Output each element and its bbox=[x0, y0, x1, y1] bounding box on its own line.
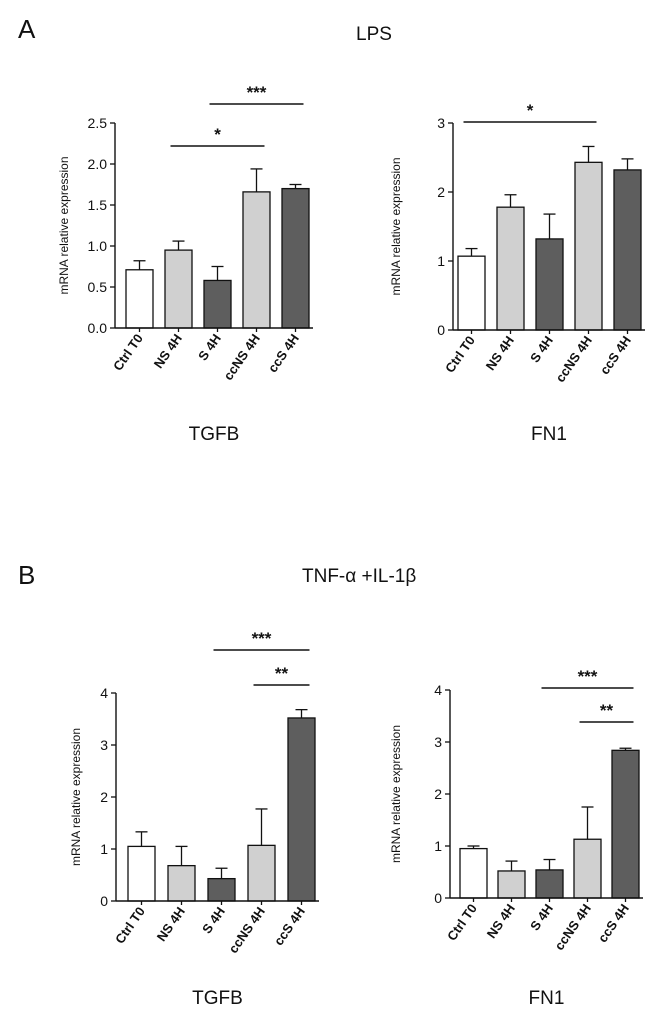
chart-title: FN1 bbox=[531, 424, 567, 445]
bar bbox=[535, 869, 564, 899]
x-tick-label: NS 4H bbox=[154, 904, 188, 944]
y-tick-label: 1 bbox=[434, 838, 442, 854]
y-tick-label: 1.5 bbox=[88, 197, 108, 213]
chart-title: FN1 bbox=[529, 988, 565, 1009]
x-tick-label: ccS 4H bbox=[597, 333, 634, 377]
y-tick-label: 3 bbox=[100, 737, 108, 753]
y-tick-label: 0 bbox=[100, 893, 108, 909]
x-tick-label: Ctrl T0 bbox=[444, 901, 480, 943]
bar bbox=[207, 877, 236, 902]
y-axis-label: mRNA relative expression bbox=[389, 725, 403, 863]
x-tick-label: Ctrl T0 bbox=[442, 333, 478, 375]
chart-title: TGFB bbox=[189, 424, 240, 445]
bar bbox=[573, 838, 602, 899]
panel-b-title: TNF-α +IL-1β bbox=[302, 566, 417, 587]
panel-b-letter: B bbox=[18, 560, 36, 590]
bar bbox=[247, 844, 276, 902]
y-tick-label: 2.5 bbox=[88, 115, 108, 131]
y-tick-label: 4 bbox=[434, 682, 442, 698]
significance-label: *** bbox=[247, 83, 267, 102]
bar bbox=[242, 191, 271, 329]
bar bbox=[496, 206, 525, 331]
y-tick-label: 0 bbox=[434, 890, 442, 906]
y-tick-label: 1 bbox=[100, 841, 108, 857]
bar bbox=[574, 161, 603, 331]
y-tick-label: 1.0 bbox=[88, 238, 108, 254]
x-tick-label: Ctrl T0 bbox=[110, 331, 146, 373]
bar bbox=[611, 749, 640, 899]
y-axis-label: mRNA relative expression bbox=[69, 728, 83, 866]
panel-a-letter: A bbox=[18, 14, 36, 44]
bar bbox=[164, 249, 193, 329]
y-tick-label: 0 bbox=[437, 322, 445, 338]
x-tick-label: S 4H bbox=[527, 333, 556, 365]
bar bbox=[535, 238, 564, 331]
panel-a-title: LPS bbox=[356, 24, 392, 45]
y-tick-label: 2 bbox=[437, 184, 445, 200]
chart-title: TGFB bbox=[192, 988, 243, 1009]
y-tick-label: 1 bbox=[437, 253, 445, 269]
y-tick-label: 3 bbox=[437, 115, 445, 131]
bar bbox=[127, 845, 156, 902]
y-axis-label: mRNA relative expression bbox=[389, 157, 403, 295]
bar bbox=[613, 169, 642, 331]
x-tick-label: ccNS 4H bbox=[220, 331, 263, 383]
y-tick-label: 0.5 bbox=[88, 279, 108, 295]
bar bbox=[281, 187, 310, 329]
bar bbox=[497, 870, 526, 899]
x-tick-label: Ctrl T0 bbox=[112, 904, 148, 946]
bar bbox=[125, 269, 154, 329]
significance-label: *** bbox=[578, 667, 598, 686]
bar bbox=[287, 717, 316, 902]
significance-label: * bbox=[527, 101, 534, 120]
x-tick-label: S 4H bbox=[199, 904, 228, 936]
bar bbox=[459, 847, 488, 899]
bar bbox=[457, 255, 486, 331]
x-tick-label: ccS 4H bbox=[265, 331, 302, 375]
bar bbox=[167, 864, 196, 902]
y-tick-label: 2 bbox=[100, 789, 108, 805]
x-tick-label: ccNS 4H bbox=[552, 333, 595, 385]
x-tick-label: S 4H bbox=[527, 901, 556, 933]
x-tick-label: ccNS 4H bbox=[551, 901, 594, 953]
y-axis-label: mRNA relative expression bbox=[57, 156, 71, 294]
significance-label: *** bbox=[252, 629, 272, 648]
x-tick-label: ccS 4H bbox=[595, 901, 632, 945]
x-tick-label: NS 4H bbox=[151, 331, 185, 371]
significance-label: ** bbox=[600, 701, 614, 720]
y-tick-label: 2 bbox=[434, 786, 442, 802]
x-tick-label: ccS 4H bbox=[271, 904, 308, 948]
x-tick-label: ccNS 4H bbox=[225, 904, 268, 956]
y-tick-label: 0.0 bbox=[88, 320, 108, 336]
y-tick-label: 4 bbox=[100, 685, 108, 701]
y-tick-label: 2.0 bbox=[88, 156, 108, 172]
significance-label: ** bbox=[275, 664, 289, 683]
x-tick-label: S 4H bbox=[195, 331, 224, 363]
x-tick-label: NS 4H bbox=[484, 901, 518, 941]
y-tick-label: 3 bbox=[434, 734, 442, 750]
significance-label: * bbox=[214, 125, 221, 144]
x-tick-label: NS 4H bbox=[483, 333, 517, 373]
bar bbox=[203, 279, 232, 329]
